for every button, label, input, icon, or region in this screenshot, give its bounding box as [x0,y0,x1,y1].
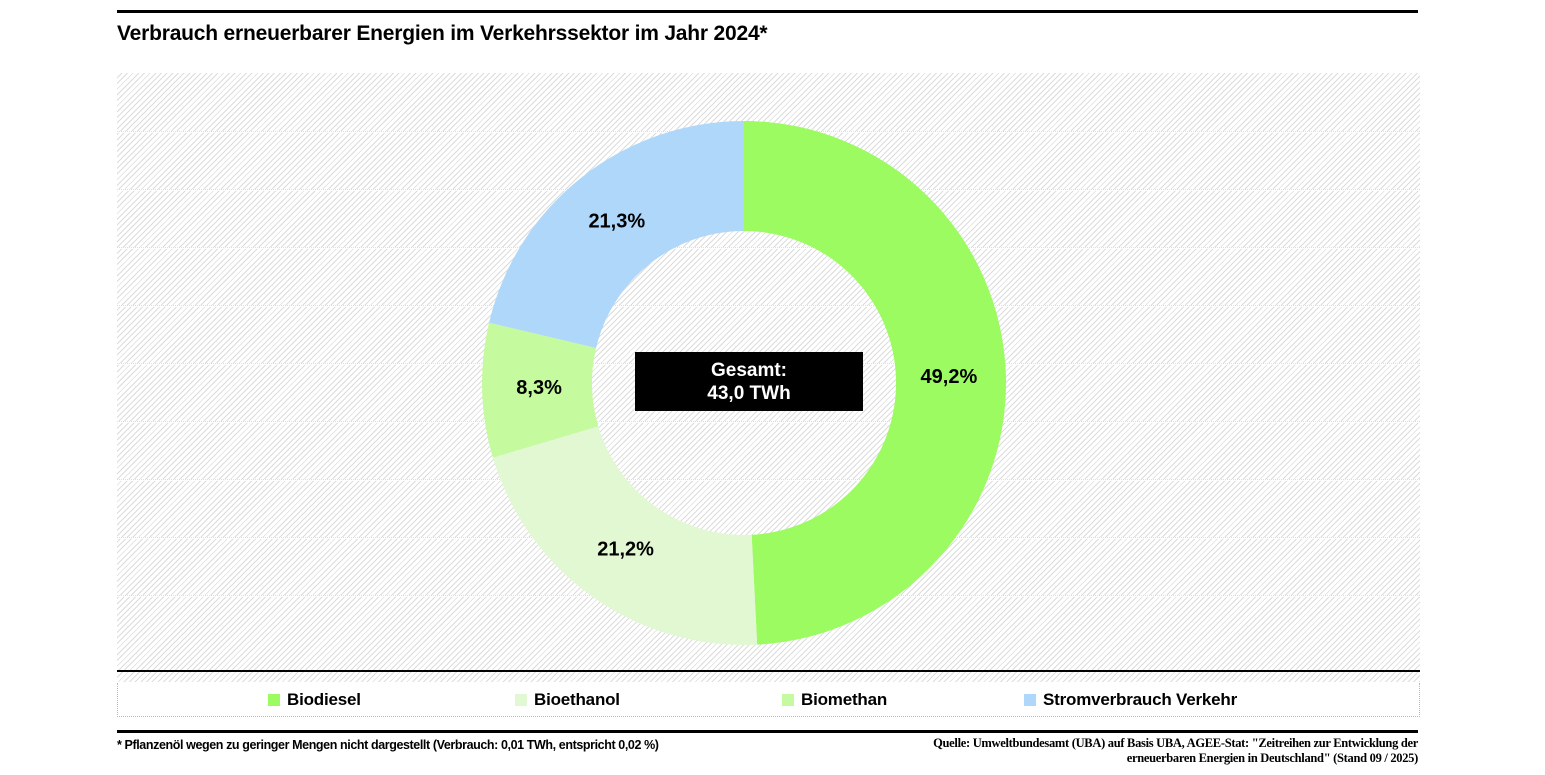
legend-swatch-bioethanol [515,694,527,706]
slice-percent-label-biomethan: 8,3% [516,377,562,399]
donut-center-total-label: Gesamt: 43,0 TWh [635,352,863,411]
slice-percent-label-bioethanol: 21,2% [597,539,654,561]
gridline [117,479,1420,481]
plot-bottom-axis [117,670,1420,672]
chart-title: Verbrauch erneuerbarer Energien im Verke… [117,22,768,45]
slice-biodiesel[interactable] [744,121,1007,645]
source-line-2: erneuerbaren Energien in Deutschland" (S… [1126,751,1419,765]
footer-divider [117,730,1418,733]
slice-percent-label-biodiesel: 49,2% [921,366,978,388]
donut-chart: 49,2% 21,2% 8,3% 21,3% [482,120,1007,646]
chart-legend: Biodiesel Bioethanol Biomethan Stromverb… [117,683,1420,717]
legend-swatch-stromverbrauch-verkehr [1024,694,1036,706]
legend-item-stromverbrauch-verkehr[interactable]: Stromverbrauch Verkehr [1024,683,1237,717]
top-divider [117,10,1418,13]
total-caption: Gesamt: [710,359,788,381]
footnote-text: * Pflanzenöl wegen zu geringer Mengen ni… [117,738,659,752]
source-text: Quelle: Umweltbundesamt (UBA) auf Basis … [858,736,1418,766]
legend-item-bioethanol[interactable]: Bioethanol [515,683,620,717]
slice-biomethan[interactable] [482,322,599,458]
gridline [117,421,1420,423]
total-value: 43,0 TWh [707,382,791,404]
legend-label-bioethanol: Bioethanol [534,690,620,709]
plot-area: 49,2% 21,2% 8,3% 21,3% Gesamt: 43,0 TWh [117,73,1420,682]
legend-swatch-biomethan [782,694,794,706]
source-line-1: Quelle: Umweltbundesamt (UBA) auf Basis … [933,736,1418,750]
legend-label-biomethan: Biomethan [801,690,888,709]
legend-label-stromverbrauch-verkehr: Stromverbrauch Verkehr [1043,690,1238,709]
legend-item-biomethan[interactable]: Biomethan [782,683,887,717]
gridline [117,247,1420,249]
slice-stromverbrauch-verkehr[interactable] [489,120,744,348]
slice-bioethanol[interactable] [492,426,758,646]
legend-swatch-biodiesel [268,694,280,706]
gridline [117,305,1420,307]
legend-label-biodiesel: Biodiesel [287,690,361,709]
slice-percent-label-stromverbrauch-verkehr: 21,3% [588,210,645,232]
legend-item-biodiesel[interactable]: Biodiesel [268,683,361,717]
